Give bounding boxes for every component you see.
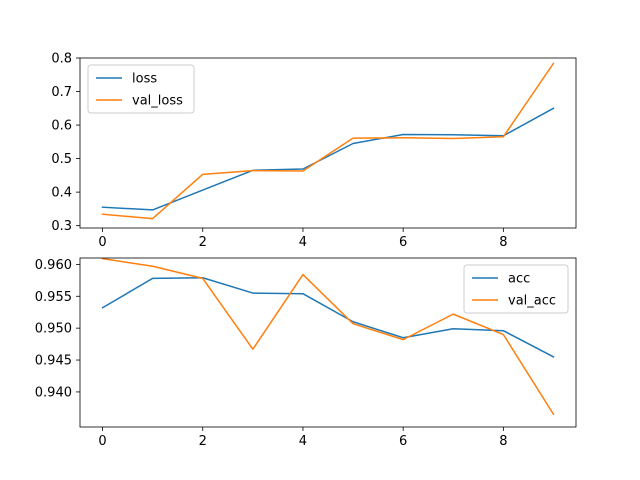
series-line-val_loss (101, 62, 555, 220)
series-line-val_acc (101, 257, 555, 416)
axes-frame (79, 257, 577, 428)
x-tick-label: 0 (98, 434, 106, 449)
series-line-loss (101, 107, 555, 211)
x-tick-label: 4 (299, 434, 307, 449)
y-tick-label: 0.960 (35, 258, 72, 273)
x-tick-label: 8 (499, 434, 507, 449)
y-tick-label: 0.955 (35, 290, 72, 305)
legend-box (463, 264, 569, 314)
x-tick-label: 4 (299, 235, 307, 250)
x-tick-label: 8 (499, 235, 507, 250)
y-tick-label: 0.3 (51, 219, 72, 234)
y-tick-label: 0.940 (35, 385, 72, 400)
y-tick-label: 0.950 (35, 322, 72, 337)
legend-box (87, 64, 195, 114)
loss-chart-panel: 0 2 4 6 8 0.3 0.4 0.5 0.6 0.7 0.8 loss val_loss (51, 52, 577, 250)
x-tick-label: 6 (399, 434, 407, 449)
y-tick-label: 0.945 (35, 354, 72, 369)
legend-label-val_loss: val_loss (132, 94, 183, 109)
legend-label-acc: acc (508, 272, 530, 287)
axes-frame (79, 57, 577, 229)
legend-label-val_acc: val_acc (508, 294, 556, 309)
x-tick-label: 6 (399, 235, 407, 250)
x-tick-label: 0 (98, 235, 106, 250)
series-line-acc (101, 277, 555, 358)
y-tick-label: 0.7 (51, 85, 72, 100)
x-tick-label: 2 (199, 235, 207, 250)
y-tick-label: 0.4 (51, 186, 72, 201)
y-tick-label: 0.6 (51, 119, 72, 134)
legend-label-loss: loss (132, 72, 157, 87)
y-tick-label: 0.5 (51, 152, 72, 167)
x-tick-label: 2 (199, 434, 207, 449)
legend: acc val_acc (463, 264, 569, 314)
accuracy-chart-panel: 0 2 4 6 8 0.940 0.945 0.950 0.955 0.960 acc val_acc (35, 257, 577, 449)
legend: loss val_loss (87, 64, 195, 114)
y-tick-label: 0.8 (51, 52, 72, 67)
